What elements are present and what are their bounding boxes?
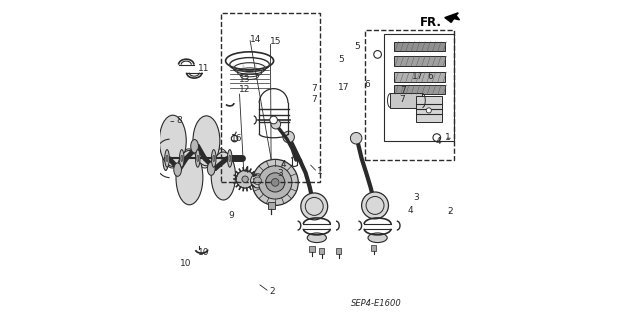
Ellipse shape [211,152,236,200]
Text: 13: 13 [239,75,251,84]
Text: FR.: FR. [420,16,442,29]
Bar [394,42,445,51]
Bar [394,56,445,66]
Circle shape [271,119,281,129]
Text: 16: 16 [231,134,243,143]
Circle shape [266,173,285,192]
Ellipse shape [159,115,186,166]
Ellipse shape [164,149,169,167]
Ellipse shape [191,140,198,153]
Text: 6: 6 [364,80,370,89]
Ellipse shape [211,149,216,167]
Ellipse shape [197,155,198,162]
Circle shape [270,116,278,124]
Circle shape [301,193,328,220]
Text: 3: 3 [278,169,284,178]
Text: 10: 10 [180,259,191,268]
Ellipse shape [307,233,326,243]
Bar [319,248,324,254]
Bar [394,85,445,94]
Ellipse shape [228,149,232,167]
Ellipse shape [180,155,183,162]
Polygon shape [445,13,460,22]
Bar [394,72,445,82]
Ellipse shape [229,155,231,162]
Text: 15: 15 [270,37,282,46]
Ellipse shape [179,149,184,167]
Text: 7: 7 [400,86,406,95]
Ellipse shape [212,149,230,181]
Text: 3: 3 [414,193,419,202]
Text: 12: 12 [239,85,251,94]
Circle shape [283,131,294,143]
Ellipse shape [212,155,215,162]
Ellipse shape [174,163,182,176]
Ellipse shape [193,116,220,166]
Text: 10: 10 [198,248,209,257]
Circle shape [254,177,262,185]
Text: 2: 2 [269,287,275,296]
Text: 4: 4 [244,166,250,175]
Text: SEP4-E1600: SEP4-E1600 [351,299,402,308]
Bar [221,13,320,182]
Ellipse shape [163,147,169,170]
Ellipse shape [176,150,203,205]
Text: 7: 7 [311,95,317,104]
Text: 11: 11 [198,64,209,73]
Text: 1: 1 [317,167,323,176]
Text: 9: 9 [229,212,234,220]
Circle shape [426,108,431,113]
Text: 17: 17 [338,83,349,92]
Circle shape [252,159,298,205]
Ellipse shape [180,149,198,181]
Text: 4: 4 [281,160,287,169]
Bar [371,245,376,251]
Bar [310,246,315,252]
Text: 5: 5 [355,42,360,51]
Circle shape [362,192,388,219]
Bar [416,96,442,122]
Text: 8: 8 [177,116,182,125]
Circle shape [271,179,279,186]
Bar [268,202,275,209]
Text: 7: 7 [312,84,317,93]
Text: 2: 2 [447,207,453,216]
Ellipse shape [166,155,168,162]
Text: 4: 4 [436,137,442,146]
Text: 14: 14 [250,35,261,44]
Ellipse shape [163,136,181,168]
Bar [384,34,454,141]
Text: 7: 7 [399,95,405,104]
Bar [336,248,341,254]
Bar [390,93,422,108]
Ellipse shape [196,136,214,168]
Text: 1: 1 [445,133,451,142]
Circle shape [351,132,362,144]
Text: 5: 5 [339,55,344,64]
Bar [365,30,454,160]
Ellipse shape [368,233,387,243]
Circle shape [236,170,254,188]
Circle shape [259,166,292,199]
Text: 4: 4 [408,206,413,215]
Text: 6: 6 [428,72,433,81]
Circle shape [251,174,265,188]
Ellipse shape [196,149,200,167]
Circle shape [242,176,248,182]
Text: 17: 17 [412,72,424,81]
Ellipse shape [207,162,215,175]
